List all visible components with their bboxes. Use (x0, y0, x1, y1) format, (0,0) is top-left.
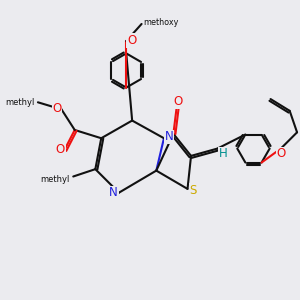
Text: H: H (218, 147, 227, 160)
Text: O: O (56, 143, 65, 156)
Text: methoxy: methoxy (143, 18, 178, 27)
Text: O: O (127, 34, 136, 47)
Text: methyl: methyl (6, 98, 35, 107)
Text: N: N (109, 186, 118, 199)
Text: O: O (276, 147, 286, 160)
Text: N: N (165, 130, 174, 143)
Text: methyl: methyl (40, 175, 70, 184)
Text: O: O (52, 102, 62, 115)
Text: O: O (173, 95, 182, 108)
Text: S: S (189, 184, 196, 197)
